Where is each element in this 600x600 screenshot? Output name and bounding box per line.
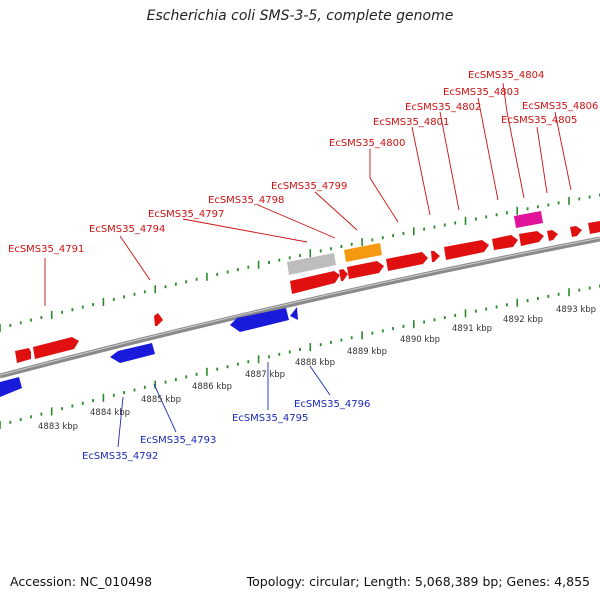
gene-box-magenta[interactable] [514,211,543,228]
kbp-label: 4886 kbp [192,382,232,392]
forward-genes [15,221,600,363]
gene-label[interactable]: EcSMS35_4798 [208,195,284,206]
gene-label[interactable]: EcSMS35_4803 [443,87,519,98]
gene-arrow[interactable] [15,348,31,363]
kbp-label: 4890 kbp [400,335,440,345]
kbp-label: 4883 kbp [38,422,78,432]
reverse-genes [0,307,298,397]
kbp-label: 4891 kbp [452,324,492,334]
gene-label[interactable]: EcSMS35_4792 [82,451,158,462]
kbp-label: 4889 kbp [347,347,387,357]
gene-arrow[interactable] [110,343,155,363]
map-title: Escherichia coli SMS-3-5, complete genom… [146,8,454,24]
top-gene-labels: EcSMS35_4791 EcSMS35_4794 EcSMS35_4797 E… [8,70,598,255]
gene-label[interactable]: EcSMS35_4799 [271,181,347,192]
gene-arrow[interactable] [230,308,289,332]
kbp-scale-labels: 4883 kbp 4884 kbp 4885 kbp 4886 kbp 4887… [38,305,596,432]
forward-tick-row [0,193,600,332]
bottom-label-leaders [117,362,331,448]
top-label-leaders [44,82,572,306]
gene-arrow[interactable] [154,313,163,326]
gene-arrow[interactable] [588,221,600,234]
gene-label[interactable]: EcSMS35_4794 [89,224,165,235]
gene-arrow[interactable] [386,252,428,271]
gene-arrow[interactable] [290,271,340,294]
gene-arrow[interactable] [492,235,518,250]
genome-backbone-highlight [0,237,600,376]
gene-label[interactable]: EcSMS35_4804 [468,70,544,81]
gene-label[interactable]: EcSMS35_4796 [294,399,370,410]
gene-box-orange[interactable] [344,243,382,262]
kbp-label: 4893 kbp [556,305,596,315]
gene-arrow[interactable] [33,337,79,359]
gene-arrow[interactable] [0,377,22,397]
gene-label[interactable]: EcSMS35_4800 [329,138,405,149]
reverse-tick-row [0,284,600,429]
gene-label[interactable]: EcSMS35_4801 [373,117,449,128]
gene-box-gray[interactable] [287,253,336,275]
gene-arrow[interactable] [519,231,544,246]
gene-label[interactable]: EcSMS35_4802 [405,102,481,113]
kbp-label: 4888 kbp [295,358,335,368]
kbp-label: 4884 kbp [90,408,130,418]
kbp-label: 4887 kbp [245,370,285,380]
accession-text: Accession: NC_010498 [10,574,153,589]
gene-arrow[interactable] [290,307,298,320]
gene-label[interactable]: EcSMS35_4806 [522,101,598,112]
gene-arrow[interactable] [339,269,348,281]
genome-summary-text: Topology: circular; Length: 5,068,389 bp… [246,574,590,589]
bottom-gene-labels: EcSMS35_4792 EcSMS35_4793 EcSMS35_4795 E… [82,399,370,462]
gene-arrow[interactable] [547,230,558,241]
gene-label[interactable]: EcSMS35_4797 [148,209,224,220]
gene-arrow[interactable] [347,261,384,279]
gene-label[interactable]: EcSMS35_4805 [501,115,577,126]
gene-arrow[interactable] [444,240,489,260]
gene-label[interactable]: EcSMS35_4791 [8,244,84,255]
gene-label[interactable]: EcSMS35_4793 [140,435,216,446]
kbp-label: 4885 kbp [141,395,181,405]
kbp-label: 4892 kbp [503,315,543,325]
gene-arrow[interactable] [431,251,440,262]
genome-backbone [0,236,600,379]
gene-label[interactable]: EcSMS35_4795 [232,413,308,424]
gene-arrow[interactable] [570,226,582,237]
